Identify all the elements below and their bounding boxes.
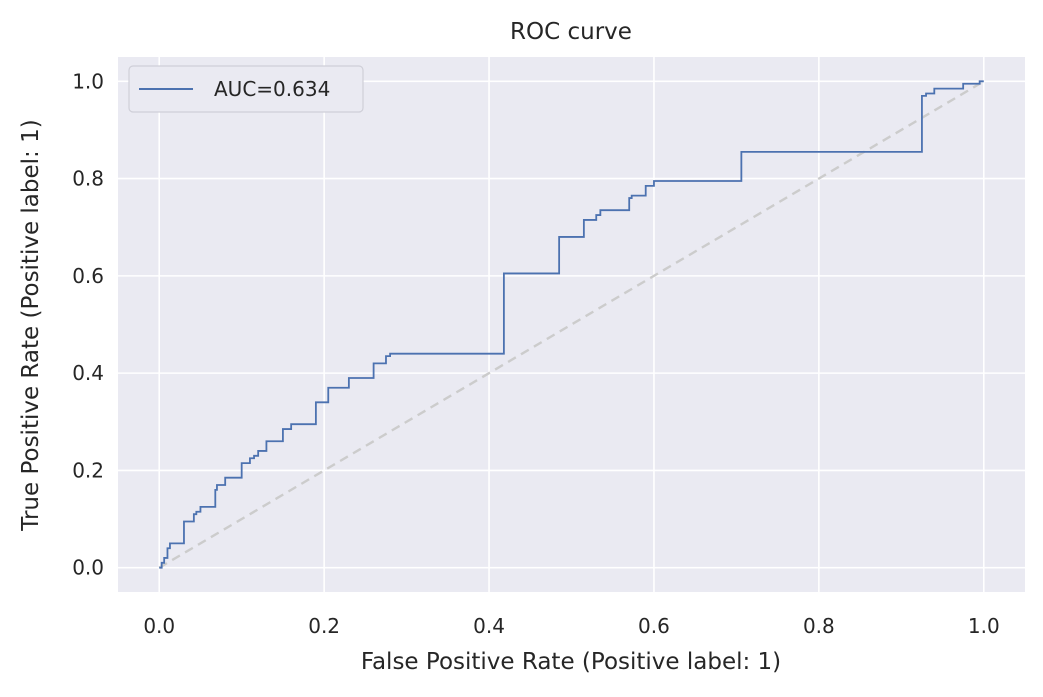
x-tick-label: 0.8: [803, 614, 835, 638]
series-layer: [158, 80, 985, 569]
y-tick-label: 0.8: [72, 167, 104, 191]
x-tick-label: 0.2: [308, 614, 340, 638]
y-tick-label: 0.0: [72, 556, 104, 580]
x-tick-label: 0.0: [143, 614, 175, 638]
y-tick-label: 1.0: [72, 69, 104, 93]
legend: AUC=0.634: [128, 65, 364, 113]
legend-label: AUC=0.634: [214, 77, 330, 101]
chart-title: ROC curve: [510, 19, 632, 45]
y-tick-label: 0.4: [72, 361, 104, 385]
x-tick-label: 1.0: [968, 614, 1000, 638]
tick-labels: 0.0 0.2 0.4 0.6 0.8 1.0 0.0 0.2 0.4 0.6 0.8 1.0: [72, 69, 999, 638]
grid-lines: [118, 57, 1025, 592]
x-axis-label: False Positive Rate (Positive label: 1): [361, 649, 781, 675]
legend-box: [128, 65, 364, 113]
x-tick-label: 0.4: [473, 614, 505, 638]
chance-diagonal-line: [158, 80, 985, 569]
y-tick-label: 0.6: [72, 264, 104, 288]
y-axis-label: True Positive Rate (Positive label: 1): [18, 119, 44, 531]
x-tick-label: 0.6: [638, 614, 670, 638]
y-tick-label: 0.2: [72, 458, 104, 482]
roc-curve-line: [159, 80, 984, 569]
